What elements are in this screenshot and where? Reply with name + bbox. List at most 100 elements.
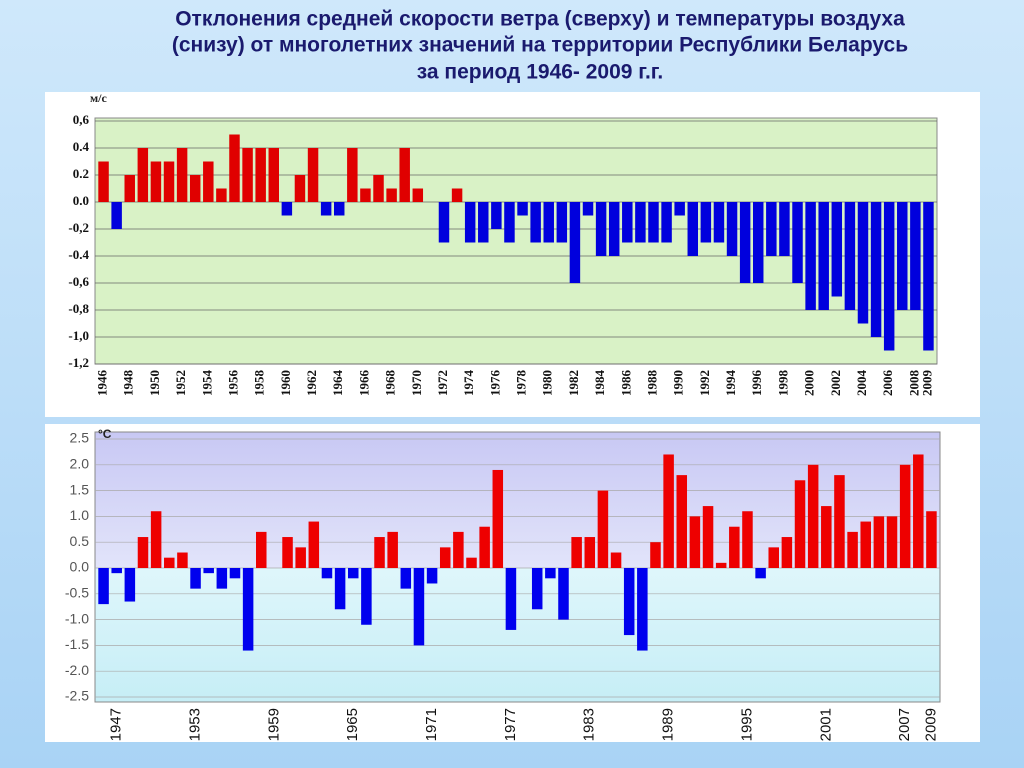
bar: [558, 568, 569, 620]
bar: [137, 537, 149, 568]
bar: [768, 547, 779, 568]
x-tick-label: 1959: [265, 708, 282, 741]
bar: [229, 134, 240, 202]
bar: [674, 202, 685, 216]
bar: [334, 568, 346, 610]
bar: [361, 568, 372, 625]
bar: [504, 202, 515, 243]
x-tick-label: 2006: [880, 370, 895, 397]
bar: [648, 202, 659, 243]
bar: [176, 148, 188, 202]
bar: [781, 537, 793, 568]
x-tick-label: 1983: [581, 708, 598, 741]
bar: [807, 464, 819, 568]
x-tick-label: 2001: [817, 708, 834, 741]
bar: [635, 202, 646, 243]
x-tick-label: 1968: [383, 370, 398, 397]
bar: [333, 202, 345, 216]
x-tick-label: 1953: [187, 708, 204, 741]
bar: [216, 188, 227, 202]
bar: [739, 202, 751, 283]
bar: [689, 516, 701, 568]
bar: [399, 148, 410, 202]
bar: [360, 188, 371, 202]
bar: [373, 175, 384, 202]
x-tick-label: 1958: [252, 370, 267, 397]
x-tick-label: 1946: [95, 370, 110, 397]
bar: [663, 454, 674, 568]
bar: [886, 516, 898, 568]
bar: [150, 161, 162, 202]
x-tick-label: 1988: [644, 370, 659, 397]
bar: [755, 568, 766, 579]
bar: [164, 557, 175, 568]
x-tick-label: 1965: [344, 708, 361, 741]
x-tick-label: 1947: [108, 708, 125, 741]
bar: [910, 202, 921, 310]
x-tick-label: 1972: [435, 370, 450, 396]
bar: [818, 202, 829, 310]
x-tick-label: 1982: [566, 370, 581, 396]
bar: [899, 464, 911, 568]
y-tick-label: -2.5: [65, 688, 89, 704]
bar: [268, 148, 280, 202]
bar: [661, 202, 672, 243]
y-tick-label: -0,2: [68, 220, 89, 235]
bar: [729, 526, 740, 568]
bar: [124, 568, 136, 602]
bar: [857, 202, 869, 324]
bar: [713, 202, 725, 243]
y-tick-label: 0.4: [73, 139, 90, 154]
bar: [124, 175, 135, 202]
bar: [687, 202, 699, 256]
bar: [439, 547, 451, 568]
bar: [386, 188, 397, 202]
bar: [715, 562, 727, 568]
x-tick-label: 1960: [278, 370, 293, 396]
x-tick-label: 1962: [304, 370, 319, 396]
bar: [805, 202, 816, 310]
y-tick-label: -1.5: [65, 636, 89, 652]
unit-label: °С: [98, 427, 112, 441]
y-tick-label: -0.4: [68, 247, 89, 262]
y-tick-label: -0,8: [68, 301, 89, 316]
bar: [98, 568, 109, 605]
x-tick-label: 1989: [660, 708, 677, 741]
bar: [387, 531, 398, 568]
bar: [794, 480, 806, 568]
bar: [464, 202, 476, 243]
bar: [926, 511, 937, 568]
bar: [597, 490, 609, 568]
bar: [505, 568, 517, 630]
bar: [610, 552, 622, 568]
bar: [321, 568, 333, 579]
x-tick-label: 1998: [775, 370, 790, 397]
bar: [189, 175, 201, 202]
x-tick-label: 1954: [199, 370, 214, 397]
y-tick-label: -0,6: [68, 274, 89, 289]
y-tick-label: 2.5: [70, 430, 90, 446]
title-line: за период 1946- 2009 г.г.: [417, 61, 664, 84]
bar: [569, 202, 581, 283]
bar: [623, 568, 635, 636]
bar: [531, 568, 543, 610]
bar: [571, 537, 582, 568]
bar: [873, 516, 885, 568]
y-tick-label: 1.0: [70, 507, 90, 523]
bar: [137, 148, 149, 202]
title-line: Отклонения средней скорости ветра (сверх…: [175, 8, 905, 31]
bar: [190, 568, 201, 589]
x-tick-label: 1976: [487, 370, 502, 397]
x-tick-label: 1974: [461, 370, 476, 397]
x-tick-label: 2004: [854, 370, 869, 397]
bar: [556, 202, 568, 243]
bar: [913, 454, 924, 568]
bar: [308, 521, 320, 568]
title-line: (снизу) от многолетних значений на терри…: [172, 34, 908, 57]
bar: [256, 531, 267, 568]
bar: [517, 202, 528, 216]
plot-frame: [94, 431, 941, 703]
y-tick-label: 0.2: [73, 166, 89, 181]
bar: [923, 202, 934, 351]
